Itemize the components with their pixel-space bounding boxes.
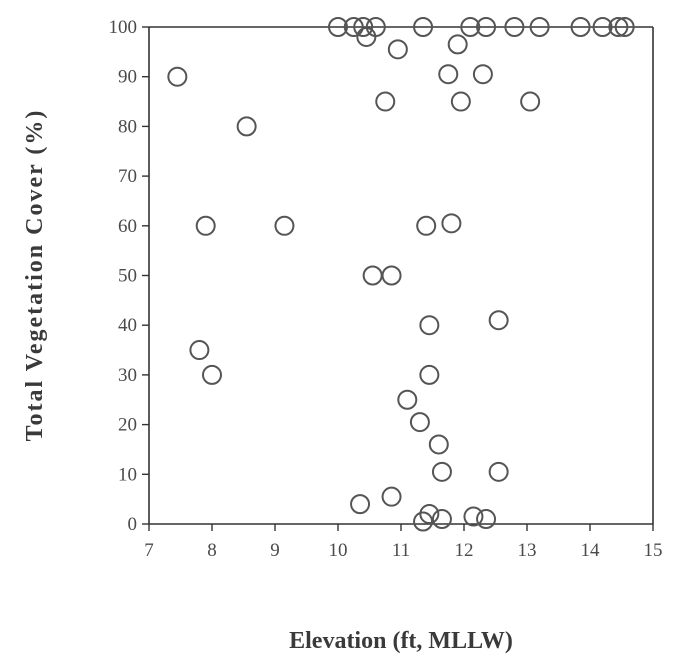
data-point — [463, 506, 484, 527]
x-tick-label: 11 — [392, 540, 410, 561]
data-point — [387, 39, 408, 60]
data-point — [381, 265, 402, 286]
x-ticks: 7 8 9 10 11 12 13 14 15 — [144, 524, 663, 561]
data-point — [608, 17, 629, 37]
y-tick-label: 50 — [118, 266, 137, 287]
x-tick-label: 8 — [207, 540, 217, 561]
data-point — [350, 494, 371, 515]
data-point — [375, 91, 396, 112]
data-point — [413, 511, 434, 532]
data-point — [413, 17, 434, 37]
data-point — [274, 215, 295, 236]
data-point — [328, 17, 348, 37]
data-point — [472, 64, 493, 85]
data-point — [236, 116, 257, 137]
x-tick-label: 12 — [455, 540, 474, 561]
data-point — [353, 17, 374, 37]
data-point — [397, 389, 418, 410]
data-point — [419, 364, 440, 385]
data-point — [362, 265, 383, 286]
x-tick-label: 13 — [518, 540, 537, 561]
x-tick-label: 7 — [144, 540, 154, 561]
data-point — [202, 364, 222, 385]
data-point — [460, 17, 481, 37]
data-point — [195, 215, 216, 236]
y-tick-label: 20 — [118, 415, 137, 436]
data-point — [343, 17, 364, 37]
data-point — [356, 26, 377, 47]
y-tick-label: 90 — [118, 67, 137, 88]
data-point — [438, 64, 459, 85]
data-point — [504, 17, 525, 37]
x-tick-label: 10 — [329, 540, 348, 561]
data-point — [488, 461, 509, 482]
y-tick-label: 0 — [128, 514, 138, 535]
y-tick-label: 30 — [118, 365, 137, 386]
data-point — [520, 91, 541, 112]
data-point — [189, 340, 210, 361]
data-point — [476, 17, 497, 37]
y-tick-label: 10 — [118, 464, 137, 485]
data-point — [441, 213, 462, 234]
y-tick-label: 100 — [109, 17, 138, 38]
data-point — [428, 434, 449, 455]
data-point — [529, 17, 550, 37]
data-point — [614, 17, 635, 37]
y-tick-label: 60 — [118, 216, 137, 237]
data-point — [416, 215, 437, 236]
data-point — [431, 461, 452, 482]
data-point — [476, 509, 497, 530]
y-ticks: 0 10 20 30 40 50 60 70 80 90 100 — [109, 17, 149, 535]
data-point — [381, 486, 402, 507]
data-points — [167, 17, 635, 532]
data-point — [167, 66, 188, 87]
x-tick-label: 15 — [644, 540, 663, 561]
y-axis-title: Total Vegetation Cover (%) — [22, 109, 48, 442]
data-point — [447, 34, 468, 55]
data-point — [592, 17, 613, 37]
data-point — [409, 412, 430, 433]
y-tick-label: 80 — [118, 116, 137, 137]
data-point — [419, 504, 440, 525]
data-point — [431, 509, 452, 530]
x-tick-label: 14 — [581, 540, 601, 561]
x-tick-label: 9 — [270, 540, 280, 561]
data-point — [450, 91, 471, 112]
y-tick-label: 70 — [118, 166, 137, 187]
data-point — [488, 310, 509, 331]
x-axis-title: Elevation (ft, MLLW) — [289, 628, 513, 654]
data-point — [419, 315, 440, 336]
y-tick-label: 40 — [118, 315, 137, 336]
data-point — [570, 17, 591, 37]
